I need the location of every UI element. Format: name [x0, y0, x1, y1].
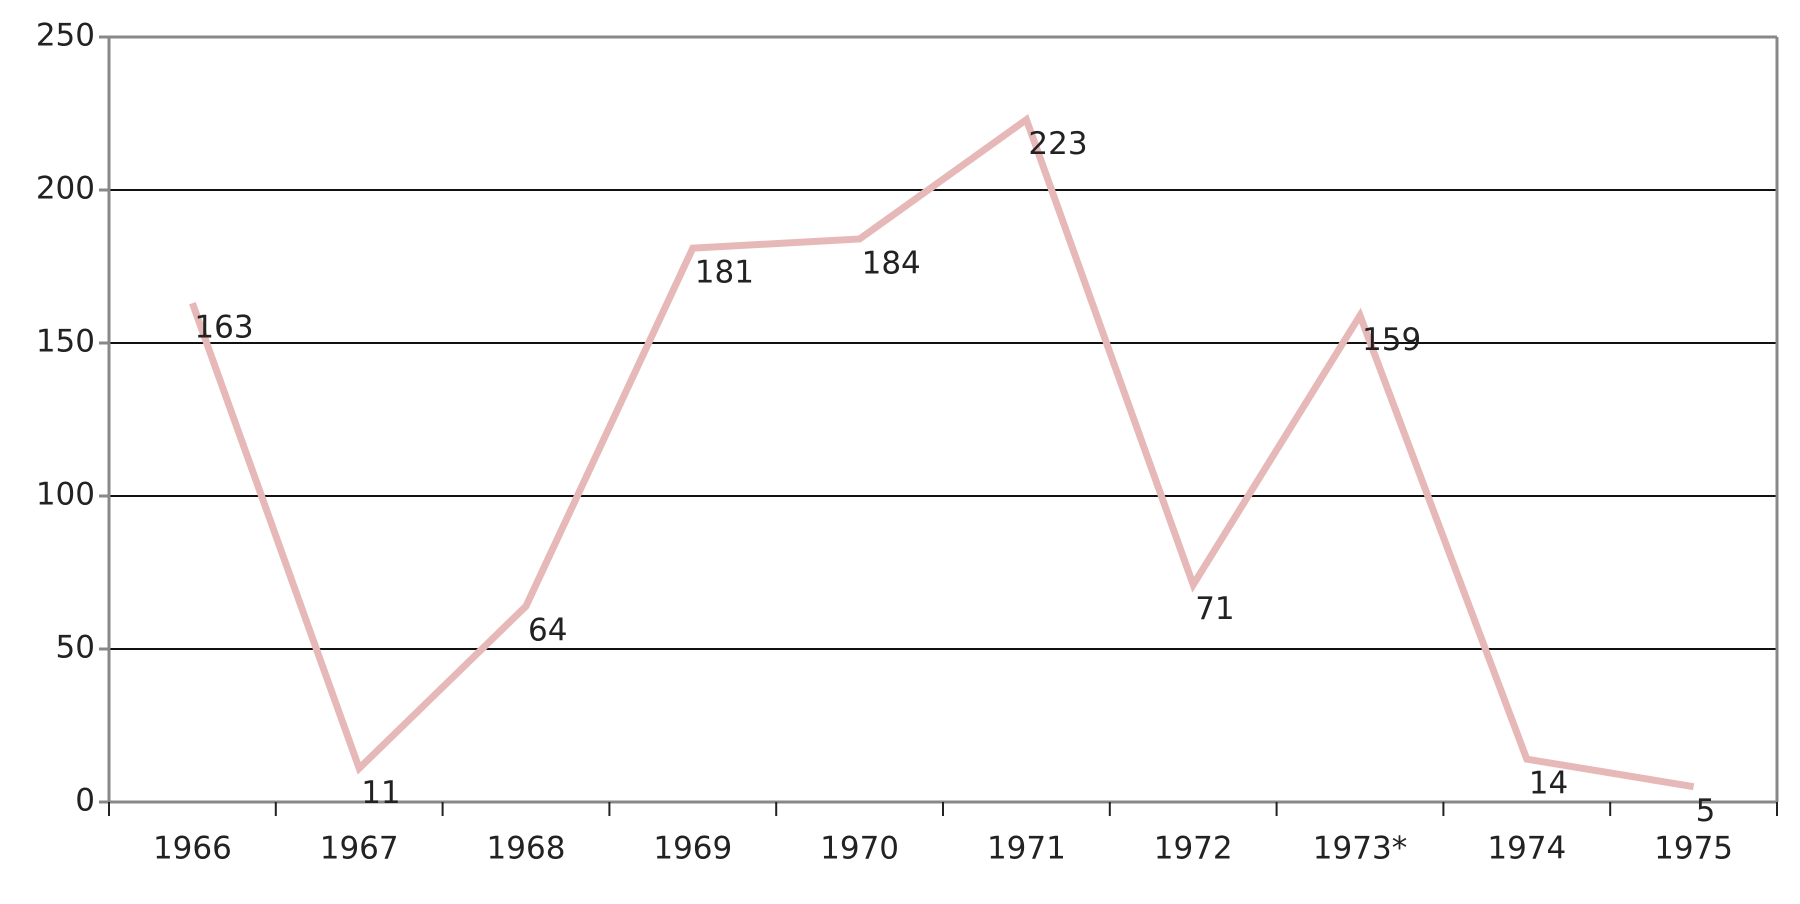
data-label: 71 [1195, 591, 1234, 627]
data-label: 163 [194, 310, 253, 346]
x-tick-label: 1970 [820, 831, 899, 867]
x-tick-label: 1968 [487, 831, 566, 867]
x-tick-label: 1966 [153, 831, 232, 867]
x-tick-label: 1974 [1487, 831, 1566, 867]
data-label: 159 [1362, 322, 1421, 358]
x-tick-label: 1972 [1154, 831, 1233, 867]
x-tick-label: 1967 [320, 831, 399, 867]
x-tick-label: 1969 [653, 831, 732, 867]
data-label: 181 [695, 255, 754, 291]
y-tick-label: 250 [36, 18, 95, 54]
y-tick-label: 200 [36, 171, 95, 207]
y-tick-label: 150 [36, 324, 95, 360]
data-line [189, 114, 1695, 791]
x-tick-label: 1971 [987, 831, 1066, 867]
y-tick-label: 100 [36, 477, 95, 513]
x-tick-label: 1975 [1654, 831, 1733, 867]
x-tick-label: 1973* [1313, 831, 1407, 867]
y-tick-label: 50 [56, 630, 95, 666]
data-label: 64 [528, 613, 567, 649]
y-tick-label: 0 [75, 783, 95, 819]
data-label: 5 [1696, 793, 1716, 829]
data-label: 14 [1529, 766, 1568, 802]
data-label: 223 [1028, 126, 1087, 162]
data-label: 11 [361, 775, 400, 811]
data-label: 184 [862, 245, 921, 281]
